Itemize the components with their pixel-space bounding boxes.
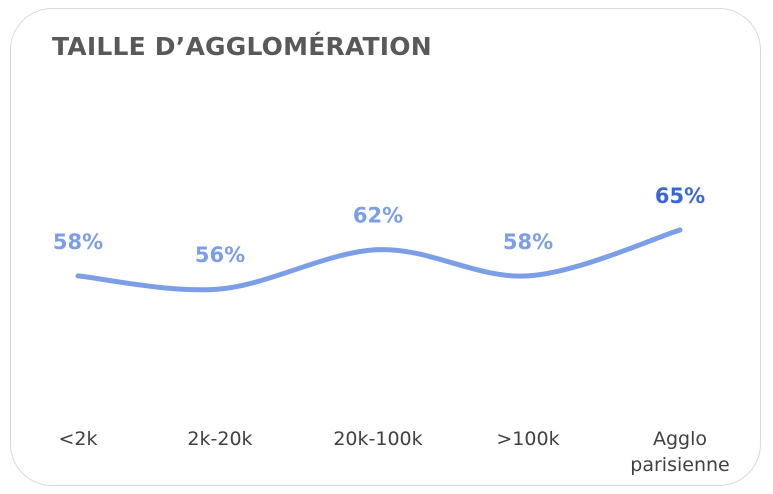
- card: [10, 8, 761, 486]
- x-tick-label: Agglo parisienne: [630, 428, 730, 476]
- x-tick-label: 2k-20k: [187, 428, 253, 450]
- value-label: 62%: [353, 204, 403, 228]
- value-label: 58%: [53, 230, 103, 254]
- value-label: 65%: [655, 184, 705, 208]
- x-tick-label: <2k: [58, 428, 98, 450]
- line: [75, 227, 683, 293]
- value-label: 56%: [195, 243, 245, 267]
- x-tick-label: 20k-100k: [333, 428, 423, 450]
- value-label: 58%: [503, 230, 553, 254]
- x-tick-label: >100k: [496, 428, 560, 450]
- chart-title: TAILLE D’AGGLOMÉRATION: [52, 32, 432, 61]
